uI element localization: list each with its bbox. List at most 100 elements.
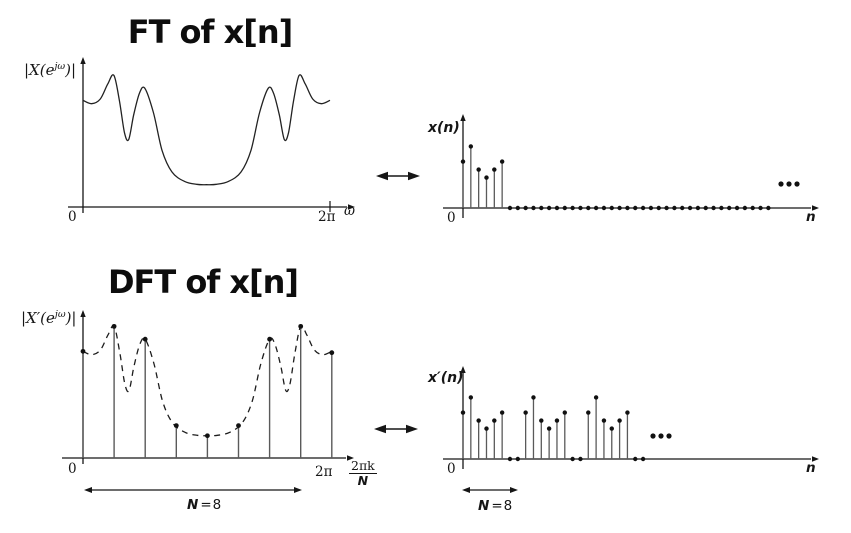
xn-sample-dot (484, 175, 489, 180)
xpn-sample-dot (617, 418, 622, 423)
xpn-ellipsis-dot (650, 433, 656, 439)
dft-ylabel: |X′(ejω)| (21, 309, 76, 327)
xn-zero-sample-dot (680, 205, 685, 211)
xn-zero-sample-dot (609, 205, 614, 211)
xpn-span-symbol: N (478, 498, 491, 514)
ft-x-axis-arrowhead-icon (348, 204, 355, 210)
dft-2pi-label: 2π (315, 464, 333, 480)
xn-x-axis-arrowhead-icon (812, 205, 819, 211)
ft-magnitude-curve (82, 74, 331, 186)
xpn-zero-sample-dot (633, 456, 638, 462)
dft-span-value: =8 (200, 497, 223, 513)
xn-zero-sample-dot (523, 205, 528, 211)
xn-signal-label: x(n) (428, 120, 460, 136)
xn-zero-sample-dot (750, 205, 755, 211)
xn-ellipsis-dot (778, 181, 784, 187)
dft-span-label: N=8 (187, 497, 222, 513)
dft-xaxis-fraction-label: 2πk N (349, 459, 377, 488)
dft-sample-dot (173, 423, 179, 428)
xn-zero-sample-dot (562, 205, 567, 211)
xpn-ellipsis-dot (658, 433, 664, 439)
xn-sample-dot (468, 144, 474, 149)
xpn-plot: 0 n (443, 366, 819, 493)
xpn-sample-dot (468, 395, 474, 400)
xpn-sample-dot (625, 410, 630, 415)
xn-xaxis-label: n (806, 209, 816, 225)
xpn-sample-dot (476, 418, 481, 423)
ft-title: FT of x[n] (127, 13, 294, 51)
xn-ellipsis-dot (794, 181, 800, 187)
ft-2pi-label: 2π (318, 209, 336, 225)
xpn-span-left-arrowhead-icon (462, 487, 470, 493)
xn-zero-sample-dot (601, 205, 607, 211)
xpn-sample-dot (554, 418, 560, 423)
ft-plot: 0 2π ω (68, 57, 355, 225)
xn-zero-sample-dot (586, 205, 591, 211)
dft-span-right-arrowhead-icon (294, 487, 302, 493)
xn-sample-dot (476, 167, 481, 172)
xn-zero-sample-dot (703, 205, 708, 211)
xpn-y-axis-arrowhead-icon (460, 366, 466, 373)
xn-zero-sample-dot (672, 205, 677, 211)
xn-zero-sample-dot (766, 205, 771, 211)
xpn-ellipsis-dot (666, 433, 672, 439)
xpn-sample-dot (586, 410, 591, 415)
ft-y-axis-arrowhead-icon (80, 57, 86, 64)
pair-arrow-right-head-icon (406, 424, 418, 434)
xn-zero-sample-dot (727, 205, 732, 211)
dft-sample-dot (80, 348, 86, 354)
ft-origin-label: 0 (68, 209, 77, 225)
dft-x-axis-arrowhead-icon (347, 455, 354, 461)
xn-zero-sample-dot (578, 205, 583, 211)
xpn-x-axis-arrowhead-icon (812, 456, 819, 462)
ft-ylabel-sup: jω (54, 61, 66, 72)
xn-sample-dot (499, 159, 505, 164)
dft-sample-dot (142, 336, 148, 342)
xpn-zero-sample-dot (570, 456, 575, 462)
xn-sample-dot (492, 167, 497, 172)
dft-dashed-envelope-curve (82, 325, 333, 437)
xn-origin-label: 0 (447, 210, 456, 226)
dft-sample-dot (298, 323, 304, 329)
xn-zero-sample-dot (640, 205, 646, 211)
xpn-sample-dot (499, 410, 505, 415)
xn-zero-sample-dot (507, 205, 513, 211)
xpn-span-label: N=8 (478, 498, 513, 514)
pair-arrow-left-head-icon (374, 424, 386, 434)
dft-y-axis-arrowhead-icon (80, 310, 86, 317)
dft-sample-dot (236, 423, 241, 428)
xn-y-axis-arrowhead-icon (460, 114, 466, 121)
pair-arrow-left-head-icon (376, 171, 388, 181)
xpn-origin-label: 0 (447, 461, 456, 477)
xpn-sample-dot (523, 410, 528, 415)
xpn-xaxis-label: n (806, 460, 816, 476)
xn-zero-sample-dot (593, 205, 599, 211)
xpn-sample-dot (531, 395, 536, 400)
xn-plot: 0 n (443, 114, 819, 226)
dft-sample-dot (267, 336, 272, 342)
xpn-sample-dot (601, 418, 607, 423)
xpn-zero-sample-dot (640, 456, 646, 462)
fraction-denominator: N (357, 472, 369, 488)
xpn-sample-dot (562, 410, 567, 415)
ft-ylabel: |X(ejω)| (24, 61, 76, 79)
ft-ylabel-post: )| (65, 61, 77, 79)
xn-zero-sample-dot (719, 205, 724, 211)
ft-xaxis-label: ω (344, 203, 355, 219)
xn-zero-sample-dot (695, 205, 701, 211)
xn-zero-sample-dot (742, 205, 748, 211)
ft-xn-transform-pair-arrow-icon (376, 171, 420, 181)
xpn-sample-dot (593, 395, 599, 400)
xn-zero-sample-dot (539, 205, 544, 211)
xn-zero-sample-dot (617, 205, 622, 211)
xn-zero-sample-dot (656, 205, 661, 211)
xpn-sample-dot (460, 410, 466, 415)
xpn-zero-sample-dot (515, 456, 521, 462)
dft-sample-dot (111, 323, 117, 329)
pair-arrow-right-head-icon (408, 171, 420, 181)
dft-plot: 0 2π (62, 310, 354, 493)
dft-ylabel-sup: jω (54, 309, 66, 320)
fraction-numerator: 2πk (349, 458, 377, 474)
ft-ylabel-pre: |X(e (24, 61, 55, 79)
